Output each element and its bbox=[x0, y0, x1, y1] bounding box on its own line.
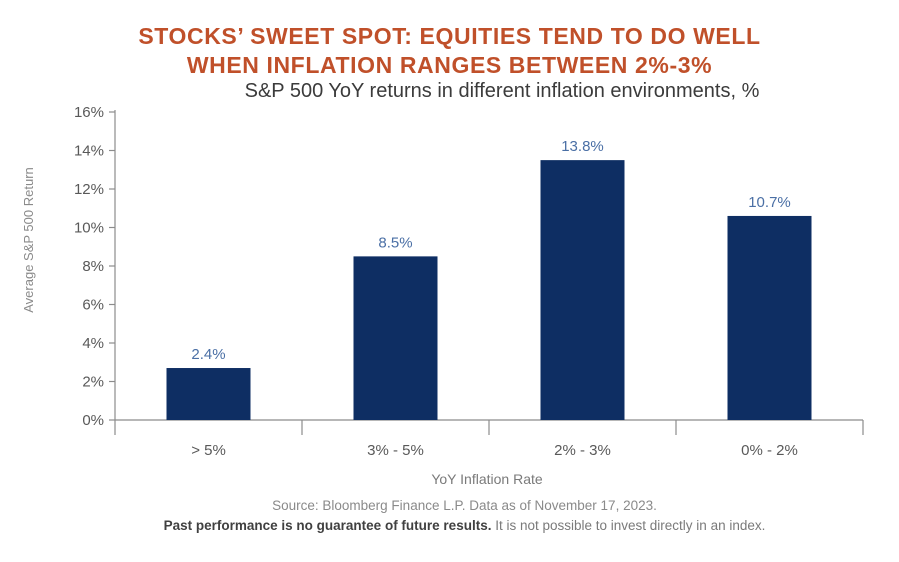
bar bbox=[727, 215, 812, 420]
bar-value-label: 8.5% bbox=[378, 234, 412, 251]
y-tick-label: 6% bbox=[82, 297, 104, 314]
y-tick-label: 16% bbox=[74, 104, 104, 121]
x-axis: > 5% 3% - 5% 2% - 3% 0% - 2% bbox=[114, 419, 864, 459]
y-axis-title: Average S&P 500 Return bbox=[21, 167, 36, 313]
y-tick-label: 4% bbox=[82, 335, 104, 352]
source-note: Source: Bloomberg Finance L.P. Data as o… bbox=[272, 498, 657, 513]
chart-subtitle: S&P 500 YoY returns in different inflati… bbox=[244, 80, 760, 102]
disclaimer-text: It is not possible to invest directly in… bbox=[491, 518, 766, 533]
bar bbox=[540, 160, 625, 420]
y-tick-label: 10% bbox=[74, 220, 104, 237]
y-tick-label: 12% bbox=[74, 181, 104, 198]
bar-chart: 0% 2% 4% 6% 8% 10% 12% 14% 16% > 5% 3% - 5% 2% - 3… bbox=[21, 104, 864, 487]
bar bbox=[166, 368, 251, 420]
y-tick-label: 2% bbox=[82, 374, 104, 391]
bar bbox=[353, 256, 438, 420]
y-tick-label: 8% bbox=[82, 258, 104, 275]
y-axis: 0% 2% 4% 6% 8% 10% 12% 14% 16% bbox=[74, 104, 116, 429]
bar-value-label: 13.8% bbox=[561, 138, 604, 155]
chart-title: STOCKS’ SWEET SPOT: EQUITIES TEND TO DO … bbox=[0, 22, 899, 80]
disclaimer-note: Past performance is no guarantee of futu… bbox=[0, 518, 899, 533]
x-axis-title: YoY Inflation Rate bbox=[431, 471, 543, 487]
bar-value-label: 10.7% bbox=[748, 194, 791, 211]
y-tick-label: 0% bbox=[82, 412, 104, 429]
x-tick-label: 3% - 5% bbox=[367, 442, 424, 459]
bars bbox=[166, 160, 812, 420]
y-tick-label: 14% bbox=[74, 143, 104, 160]
data-labels: 2.4% 8.5% 13.8% 10.7% bbox=[191, 138, 790, 363]
x-tick-label: 2% - 3% bbox=[554, 442, 611, 459]
bar-value-label: 2.4% bbox=[191, 346, 225, 363]
chart-title-line-1: STOCKS’ SWEET SPOT: EQUITIES TEND TO DO … bbox=[138, 23, 761, 49]
disclaimer-bold: Past performance is no guarantee of futu… bbox=[163, 518, 492, 533]
x-tick-label: 0% - 2% bbox=[741, 442, 798, 459]
chart-title-line-2: WHEN INFLATION RANGES BETWEEN 2%-3% bbox=[186, 52, 713, 78]
x-tick-label: > 5% bbox=[191, 442, 226, 459]
